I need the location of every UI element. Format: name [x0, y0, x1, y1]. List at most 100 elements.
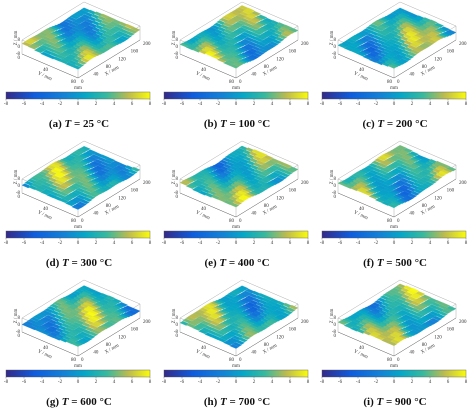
colorbar-tick-label: -6: [180, 380, 185, 385]
colorbar-tick-label: -2: [374, 380, 379, 385]
colorbar-tick-label: 6: [289, 380, 292, 385]
y-tick-label: 40: [359, 346, 365, 351]
y-tick-label: 0: [18, 56, 21, 61]
y-tick-label: 40: [201, 207, 207, 212]
surface-cell: [410, 300, 421, 306]
surface-cell: [282, 170, 293, 175]
surface-cell: [403, 147, 413, 153]
surface-cell: [235, 339, 245, 345]
surface-cell: [85, 333, 96, 339]
colorbar-tick-label: -8: [320, 241, 325, 246]
z-tick-label: 8: [334, 177, 337, 182]
x-tick-label: 80: [106, 65, 112, 70]
colorbar-tick-label: -4: [198, 102, 203, 107]
surface-cell: [285, 307, 296, 313]
surface-cell: [440, 302, 451, 308]
colorbar-tick-label: -8: [162, 102, 167, 107]
surface-cell: [411, 314, 422, 320]
caption-text: = 100 °C: [230, 118, 271, 130]
colorbar-tick-label: 8: [149, 380, 152, 385]
colorbar-unit: mm: [74, 86, 82, 91]
y-tick-label: 0: [176, 334, 179, 339]
x-tick-label: 160: [131, 189, 139, 194]
z-axis-label: Z / mm: [172, 309, 177, 324]
caption-text: = 500 °C: [386, 257, 427, 269]
colorbar-tick-label: -8: [320, 102, 325, 107]
y-axis-label: Y / mm: [353, 349, 369, 360]
x-tick-label: 0: [397, 358, 400, 363]
caption-text: = 25 °C: [74, 118, 109, 130]
z-tick-label: 0: [18, 323, 21, 328]
surface-cell: [446, 166, 457, 172]
caption: (a) T = 25 °C: [49, 118, 109, 130]
colorbar-tick-label: 2: [95, 102, 98, 107]
colorbar-tick-label: 6: [131, 380, 134, 385]
colorbar-tick-label: 4: [271, 241, 274, 246]
surface-cell: [280, 172, 290, 178]
x-tick-label: 40: [251, 212, 257, 217]
surface-cell: [80, 146, 91, 151]
y-tick-label: 40: [201, 346, 207, 351]
surface-cell: [274, 36, 285, 42]
colorbar-tick-label: 8: [465, 241, 468, 246]
colorbar-tick-label: -2: [216, 102, 221, 107]
y-tick-label: 40: [43, 68, 49, 73]
caption-letter: (b): [204, 118, 218, 130]
y-tick-label: 0: [176, 56, 179, 61]
colorbar-tick-label: 4: [113, 241, 116, 246]
colorbar-tick-label: 6: [447, 241, 450, 246]
z-tick-label: 8: [334, 38, 337, 43]
surface-cell: [282, 309, 293, 315]
caption-symbol: T: [62, 396, 70, 408]
colorbar: [5, 369, 151, 378]
surface-cell: [280, 311, 290, 317]
surface-cell: [434, 22, 444, 28]
surface-cell: [238, 33, 249, 39]
z-tick-label: 8: [176, 177, 179, 182]
surface-cell: [435, 313, 446, 319]
z-tick-label: 0: [334, 323, 337, 328]
colorbar-tick-label: 2: [95, 380, 98, 385]
colorbar-tick-label: 0: [235, 380, 238, 385]
x-tick-label: 200: [143, 42, 151, 47]
y-tick-label: 80: [71, 358, 77, 363]
colorbar-tick-label: -6: [338, 102, 343, 107]
surface-cell: [429, 318, 440, 323]
surface-cell: [246, 20, 256, 26]
surface-cell: [256, 173, 267, 179]
surface-cell: [87, 324, 98, 330]
caption-text: = 400 °C: [229, 257, 270, 269]
surface-cell: [223, 28, 233, 34]
z-axis-label: Z / mm: [14, 31, 19, 46]
colorbar-tick-label: 8: [149, 102, 152, 107]
colorbar-unit: mm: [74, 364, 82, 369]
surface-cell: [245, 7, 255, 13]
z-tick-label: 0: [176, 323, 179, 328]
surface-cell: [130, 26, 141, 32]
surface-cell: [55, 186, 65, 192]
colorbar: [163, 91, 309, 100]
caption-symbol: T: [220, 118, 228, 130]
box-base: [179, 317, 299, 357]
colorbar-tick-label: 6: [447, 102, 450, 107]
caption-letter: (f): [363, 257, 374, 269]
x-tick-label: 120: [118, 57, 126, 62]
colorbar-tick-label: 0: [77, 380, 80, 385]
colorbar-tick-label: -4: [198, 380, 203, 385]
y-tick-label: 40: [201, 68, 207, 73]
x-tick-label: 40: [409, 212, 415, 217]
y-axis-label: Y / mm: [37, 71, 53, 82]
y-tick-label: 0: [334, 195, 337, 200]
surface-cell: [409, 151, 419, 157]
surface-cell: [446, 305, 457, 311]
caption: (i) T = 900 °C: [363, 396, 426, 408]
colorbar-tick-label: 2: [411, 241, 414, 246]
colorbar-tick-label: -6: [180, 102, 185, 107]
y-tick-label: 0: [18, 334, 21, 339]
box-base: [179, 178, 299, 218]
colorbar-tick-label: -6: [22, 102, 27, 107]
colorbar-tick-label: 0: [77, 102, 80, 107]
x-tick-label: 40: [93, 351, 99, 356]
colorbar-tick-label: 4: [271, 380, 274, 385]
